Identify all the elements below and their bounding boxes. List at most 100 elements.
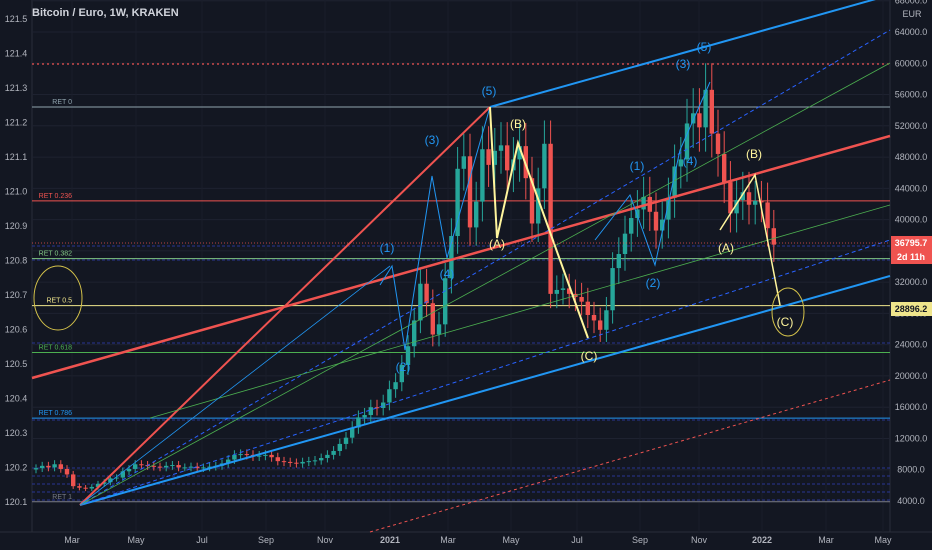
countdown-tag-bg	[891, 250, 932, 264]
time-tick-label: May	[127, 535, 145, 545]
candle-body	[300, 461, 305, 464]
time-tick-label: Mar	[818, 535, 834, 545]
candle-body	[362, 415, 367, 418]
candle-body	[195, 466, 200, 469]
candle-body	[759, 200, 764, 203]
wave-label: (1)	[380, 241, 395, 255]
ret-05-ellipse	[33, 265, 83, 331]
wave-label: (B)	[746, 147, 762, 161]
fib-level-label: RET 0	[52, 99, 72, 106]
candle-body	[182, 467, 187, 469]
candle-body	[542, 143, 547, 189]
upper-channel-line	[489, 0, 876, 108]
impulse-wave-2	[594, 81, 711, 267]
blue-fan-line	[79, 265, 391, 506]
time-tick-label: 2022	[752, 535, 772, 545]
price-tick-label: 48000.0	[895, 152, 928, 162]
left-tick-label: 120.6	[5, 325, 28, 335]
candle-body	[430, 303, 435, 335]
candle-body	[71, 474, 76, 487]
candle-body	[765, 202, 770, 229]
pitchfork-red-line	[79, 106, 491, 506]
time-tick-label: Sep	[632, 535, 648, 545]
candle-body	[529, 178, 535, 224]
candle-body	[64, 468, 70, 475]
candle-body	[368, 407, 373, 416]
impulse-wave-1	[379, 106, 491, 351]
candle-body	[238, 454, 243, 456]
candlesticks	[33, 63, 776, 492]
time-tick-label: Mar	[64, 535, 80, 545]
price-tick-label: 24000.0	[895, 340, 928, 350]
candle-body	[343, 437, 349, 444]
candle-body	[474, 201, 479, 228]
left-tick-label: 121.2	[5, 118, 28, 128]
candle-body	[672, 166, 677, 198]
trendline-drawings	[31, 0, 891, 533]
time-tick-label: May	[874, 535, 892, 545]
candle-body	[697, 113, 702, 128]
price-tick-label: 64000.0	[895, 27, 928, 37]
price-tick-label: 12000.0	[895, 433, 928, 443]
candle-body	[133, 464, 138, 469]
elliott-wave-labels: (5) (3) (1) (4) (2) (B) (A) (C) (5) (3) (1) (4) (2) (…	[380, 40, 794, 374]
candle-body	[381, 402, 386, 408]
candle-body	[108, 478, 113, 483]
price-tick-label: 52000.0	[895, 121, 928, 131]
candle-body	[449, 236, 454, 279]
candle-body	[288, 461, 293, 463]
currency-label: EUR	[902, 9, 922, 19]
candle-body	[734, 200, 739, 214]
price-tick-label: 4000.0	[897, 496, 925, 506]
left-tick-label: 120.8	[5, 256, 28, 266]
candle-body	[517, 146, 522, 160]
candle-body	[753, 200, 758, 205]
candle-body	[604, 310, 609, 330]
wave-label: (4)	[683, 154, 698, 168]
time-tick-label: Jul	[196, 535, 208, 545]
left-tick-label: 121.0	[5, 187, 28, 197]
wave-label: (A)	[718, 241, 734, 255]
candle-body	[275, 457, 280, 462]
current-price-tag-bg	[891, 236, 932, 250]
candle-body	[554, 289, 559, 294]
mid-channel-dashed	[79, 29, 891, 506]
candle-body	[232, 454, 237, 460]
wave-label: (1)	[630, 159, 645, 173]
candle-body	[691, 113, 696, 124]
red-dashed-channel	[369, 379, 891, 533]
time-tick-label: Nov	[317, 535, 334, 545]
candle-body	[616, 253, 621, 269]
candle-body	[52, 464, 57, 468]
candle-body	[374, 407, 380, 409]
green-median-line	[149, 204, 891, 419]
candle-body	[33, 468, 39, 470]
price-tick-label: 56000.0	[895, 90, 928, 100]
chart-title: Bitcoin / Euro, 1W, KRAKEN	[32, 7, 179, 19]
time-tick-label: 2021	[380, 535, 400, 545]
wave-label: (2)	[646, 276, 661, 290]
wave-label: (C)	[581, 349, 598, 363]
candle-body	[622, 233, 628, 254]
candle-body	[102, 482, 107, 484]
price-tick-label: 60000.0	[895, 58, 928, 68]
candle-body	[58, 464, 63, 469]
candle-body	[244, 454, 249, 456]
left-tick-label: 121.3	[5, 83, 28, 93]
left-tick-label: 120.2	[5, 463, 28, 473]
candle-body	[467, 156, 473, 228]
wave-label: (3)	[676, 57, 691, 71]
candle-body	[387, 389, 392, 403]
candle-body	[77, 486, 82, 488]
wave-label: (A)	[489, 237, 505, 251]
candle-body	[492, 150, 497, 165]
price-scale: 4000.0 8000.0 12000.0 16000.0 20000.0 24000.0…	[891, 0, 932, 506]
candle-body	[350, 427, 355, 438]
candle-body	[728, 182, 733, 214]
price-tick-label: 20000.0	[895, 371, 928, 381]
candle-body	[709, 89, 714, 134]
left-tick-label: 121.4	[5, 49, 28, 59]
cursor-price-tag: 28896.2	[895, 304, 928, 314]
candle-body	[412, 320, 417, 347]
